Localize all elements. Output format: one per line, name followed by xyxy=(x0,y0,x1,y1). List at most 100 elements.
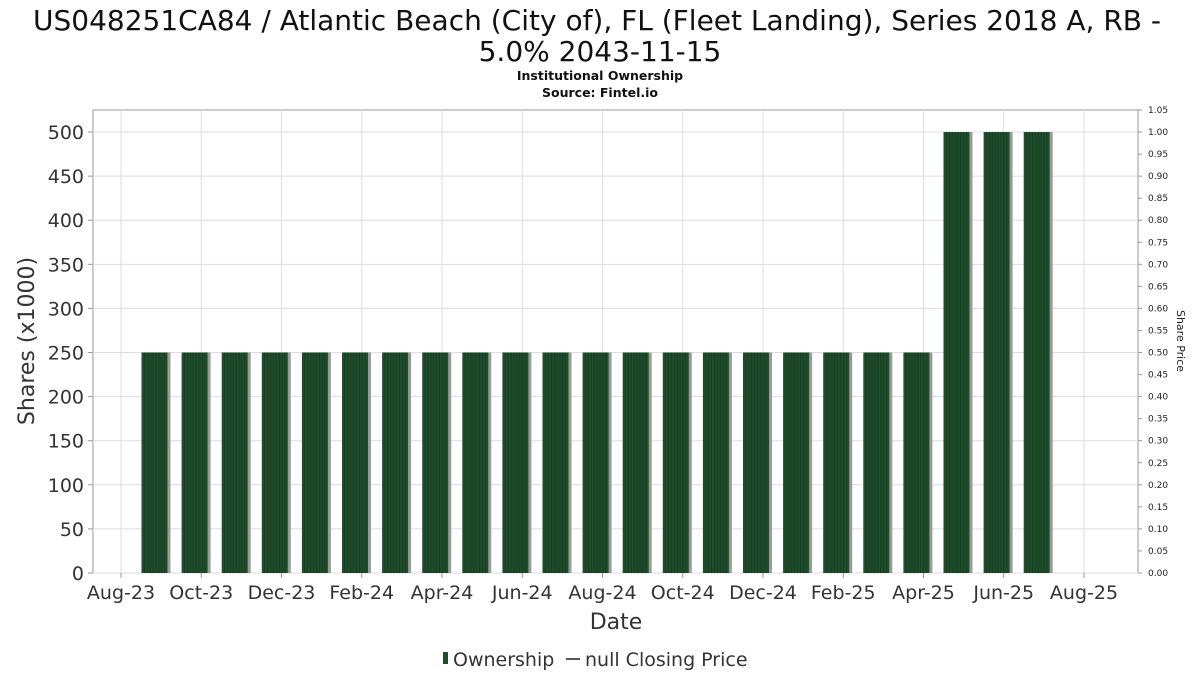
bar xyxy=(983,132,1013,574)
y-tick-label: 150 xyxy=(48,431,84,453)
x-tick-label: Apr-24 xyxy=(411,582,474,604)
legend: Ownership null Closing Price xyxy=(443,649,748,671)
x-tick-label: Apr-25 xyxy=(892,582,955,604)
y2-tick-label: 0.20 xyxy=(1148,481,1168,491)
bar-fill xyxy=(382,352,409,573)
bar-fill xyxy=(261,352,288,573)
chart-source: Source: Fintel.io xyxy=(542,85,658,100)
y2-axis-title: Share Price xyxy=(1174,310,1187,372)
x-tick-label: Jun-25 xyxy=(972,582,1034,604)
y2-tick-label: 1.00 xyxy=(1148,128,1168,138)
bar-fill xyxy=(863,352,890,573)
y2-tick-label: 0.85 xyxy=(1148,194,1168,204)
y2-tick-label: 1.05 xyxy=(1148,106,1168,116)
y-tick-label: 50 xyxy=(60,519,84,541)
y2-tick-label: 0.75 xyxy=(1148,238,1168,248)
bar xyxy=(863,352,893,573)
y2-tick-label: 0.60 xyxy=(1148,304,1168,314)
legend-label-closing-price: null Closing Price xyxy=(585,649,748,671)
bar xyxy=(622,352,652,573)
bars xyxy=(141,132,1053,574)
bar xyxy=(542,352,572,573)
x-tick-label: Aug-23 xyxy=(87,582,155,604)
x-tick-label: Dec-24 xyxy=(729,582,797,604)
bar xyxy=(181,352,211,573)
bar xyxy=(382,352,412,573)
y2-tick-label: 0.25 xyxy=(1148,459,1168,469)
bar xyxy=(342,352,371,573)
x-tick-label: Feb-24 xyxy=(329,582,394,604)
y-tick-label: 400 xyxy=(48,210,84,232)
bar xyxy=(261,352,291,573)
y2-tick-label: 0.05 xyxy=(1148,547,1168,557)
x-axis-ticks: Aug-23 Oct-23 Dec-23 Feb-24 Apr-24 Jun-24 Aug-… xyxy=(87,582,1118,604)
y2-tick-label: 0.55 xyxy=(1148,326,1168,336)
bar-fill xyxy=(903,352,930,573)
bar-fill xyxy=(943,132,970,574)
y2-tick-label: 0.70 xyxy=(1148,260,1168,270)
bar-fill xyxy=(542,352,569,573)
x-tick-label: Oct-23 xyxy=(169,582,233,604)
y2-tick-label: 0.35 xyxy=(1148,415,1168,425)
bar xyxy=(582,352,612,573)
x-tick-label: Aug-24 xyxy=(568,582,636,604)
y2-tick-label: 0.15 xyxy=(1148,503,1168,513)
y2-tick-label: 0.30 xyxy=(1148,437,1168,447)
y2-tick-label: 0.45 xyxy=(1148,371,1168,381)
x-tick-label: Aug-25 xyxy=(1050,582,1118,604)
legend-label-ownership: Ownership xyxy=(453,649,554,671)
bar-fill xyxy=(823,352,850,573)
bar-fill xyxy=(301,352,328,573)
bar-fill xyxy=(662,352,689,573)
y2-axis-ticks: 0.00 0.05 0.10 0.15 0.20 0.25 0.30 0.35 0.40 0.45… xyxy=(1138,106,1168,579)
y2-tick-label: 0.40 xyxy=(1148,393,1168,403)
bar-fill xyxy=(743,352,769,573)
y2-tick-label: 0.50 xyxy=(1148,349,1168,359)
y-tick-label: 100 xyxy=(48,475,84,497)
x-tick-label: Dec-23 xyxy=(248,582,316,604)
bar xyxy=(1023,132,1053,574)
bar-fill xyxy=(462,352,489,573)
y-tick-label: 500 xyxy=(48,122,84,144)
bar-fill xyxy=(221,352,248,573)
bar xyxy=(743,352,772,573)
y-axis-title: Shares (x1000) xyxy=(15,257,40,425)
y2-tick-label: 0.90 xyxy=(1148,172,1168,182)
bar-fill xyxy=(502,352,529,573)
bar-fill xyxy=(342,352,368,573)
y-tick-label: 250 xyxy=(48,343,84,365)
bar-fill xyxy=(582,352,609,573)
y-axis-ticks: 0 50 100 150 200 250 300 350 400 450 500 xyxy=(48,122,84,585)
bar xyxy=(702,352,732,573)
y-tick-label: 350 xyxy=(48,254,84,276)
x-axis-title: Date xyxy=(590,610,643,635)
x-tick-label: Jun-24 xyxy=(491,582,553,604)
bar-fill xyxy=(1023,132,1050,574)
bar xyxy=(301,352,331,573)
bar xyxy=(903,352,933,573)
bar-fill xyxy=(983,132,1010,574)
bar-fill xyxy=(422,352,449,573)
legend-swatch-ownership xyxy=(443,652,448,664)
chart-subtitle: Institutional Ownership xyxy=(517,68,683,83)
bar-fill xyxy=(622,352,649,573)
y2-tick-label: 0.80 xyxy=(1148,216,1168,226)
y2-tick-label: 0.10 xyxy=(1148,525,1168,535)
x-tick-label: Feb-25 xyxy=(811,582,876,604)
bar-fill xyxy=(181,352,208,573)
y-tick-label: 300 xyxy=(48,298,84,320)
y2-tick-label: 0.65 xyxy=(1148,282,1168,292)
bar xyxy=(943,132,973,574)
y-tick-label: 0 xyxy=(72,563,84,585)
bar xyxy=(823,352,853,573)
bar xyxy=(662,352,692,573)
chart-title-line1: US048251CA84 / Atlantic Beach (City of),… xyxy=(33,4,1161,37)
chart-title-line2: 5.0% 2043-11-15 xyxy=(479,35,722,68)
bar-fill xyxy=(702,352,729,573)
y2-tick-label: 0.00 xyxy=(1148,569,1168,579)
y-tick-label: 200 xyxy=(48,387,84,409)
bar xyxy=(141,352,171,573)
y2-tick-label: 0.95 xyxy=(1148,150,1168,160)
bar xyxy=(422,352,452,573)
